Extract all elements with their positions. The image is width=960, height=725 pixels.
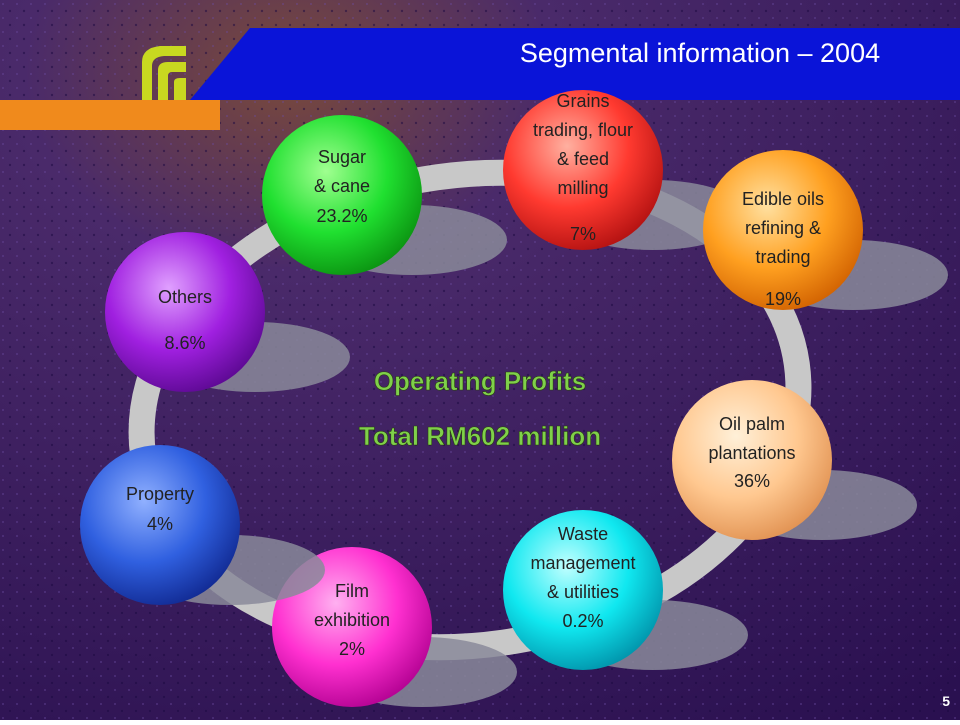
node-label: Sugar: [318, 147, 366, 167]
node-label: refining &: [745, 218, 821, 238]
node-circle: [105, 232, 265, 392]
node-label: trading, flour: [533, 120, 633, 140]
node-circle: [262, 115, 422, 275]
node-value: 19%: [765, 289, 801, 309]
node-label: & utilities: [547, 582, 619, 602]
node-label: plantations: [708, 443, 795, 463]
node-label: Oil palm: [719, 414, 785, 434]
node-label: exhibition: [314, 610, 390, 630]
header-bar: [190, 28, 960, 100]
node-circle: [703, 150, 863, 310]
orange-strip: [0, 100, 220, 130]
node-label: Edible oils: [742, 189, 824, 209]
page-number: 5: [942, 693, 950, 709]
node-circle: [503, 510, 663, 670]
node-label: Others: [158, 287, 212, 307]
node-circle: [503, 90, 663, 250]
node-value: 2%: [339, 639, 365, 659]
node-value: 23.2%: [316, 206, 367, 226]
node-value: 0.2%: [562, 611, 603, 631]
logo: [142, 46, 186, 100]
center-line1: Operating Profits: [374, 366, 586, 396]
center-line2: Total RM602 million: [359, 421, 601, 451]
nodes: Sugar & cane 23.2% Grains trading, flour & fe…: [80, 90, 948, 707]
node-label: & feed: [557, 149, 609, 169]
node-value: 8.6%: [164, 333, 205, 353]
node-label: Waste: [558, 524, 608, 544]
node-value: 36%: [734, 471, 770, 491]
title: Segmental information – 2004: [520, 38, 880, 68]
node-label: Property: [126, 484, 194, 504]
node-label: Grains: [556, 91, 609, 111]
node-circle: [80, 445, 240, 605]
node-value: 4%: [147, 514, 173, 534]
node-label: management: [530, 553, 635, 573]
node-label: trading: [755, 247, 810, 267]
node-label: & cane: [314, 176, 370, 196]
node-label: milling: [557, 178, 608, 198]
node-label: Film: [335, 581, 369, 601]
node-circle: [672, 380, 832, 540]
node-value: 7%: [570, 224, 596, 244]
